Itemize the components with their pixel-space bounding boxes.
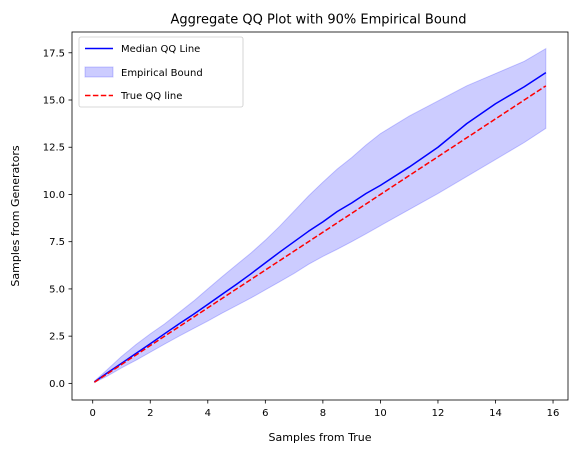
median-qq-line [94,71,547,383]
x-axis: 0 2 4 6 8 10 12 14 16 [90,400,560,419]
y-tick-label: 12.5 [43,143,65,154]
x-tick-label: 14 [489,408,502,419]
y-tick-label: 15.0 [43,96,65,107]
true-qq-line [94,85,547,383]
legend-label-true: True QQ line [120,91,182,102]
x-axis-label: Samples from True [269,431,372,444]
y-tick-label: 5.0 [49,284,65,295]
x-tick-label: 12 [432,408,445,419]
legend-box [78,36,244,108]
legend-swatch-bound [84,66,114,78]
x-tick-label: 4 [205,408,211,419]
x-tick-label: 8 [320,408,326,419]
plot-area [93,47,547,384]
x-tick-label: 2 [147,408,153,419]
y-axis: 0.0 2.5 5.0 7.5 10.0 12.5 15.0 17.5 [43,48,72,390]
y-tick-label: 7.5 [49,237,65,248]
chart-title: Aggregate QQ Plot with 90% Empirical Bou… [170,13,466,28]
legend-label-bound: Empirical Bound [121,68,203,79]
x-tick-label: 16 [547,408,560,419]
legend: Median QQ Line Empirical Bound True QQ l… [78,36,244,108]
y-tick-label: 0.0 [49,379,65,390]
x-tick-label: 10 [374,408,387,419]
y-tick-label: 2.5 [49,332,65,343]
y-tick-label: 17.5 [43,48,65,59]
x-tick-label: 0 [90,408,96,419]
y-axis-label: Samples from Generators [9,145,22,286]
x-tick-label: 6 [262,408,268,419]
empirical-bound-band [93,47,547,384]
y-tick-label: 10.0 [43,190,65,201]
axes-frame [71,31,569,401]
legend-label-median: Median QQ Line [121,44,200,55]
